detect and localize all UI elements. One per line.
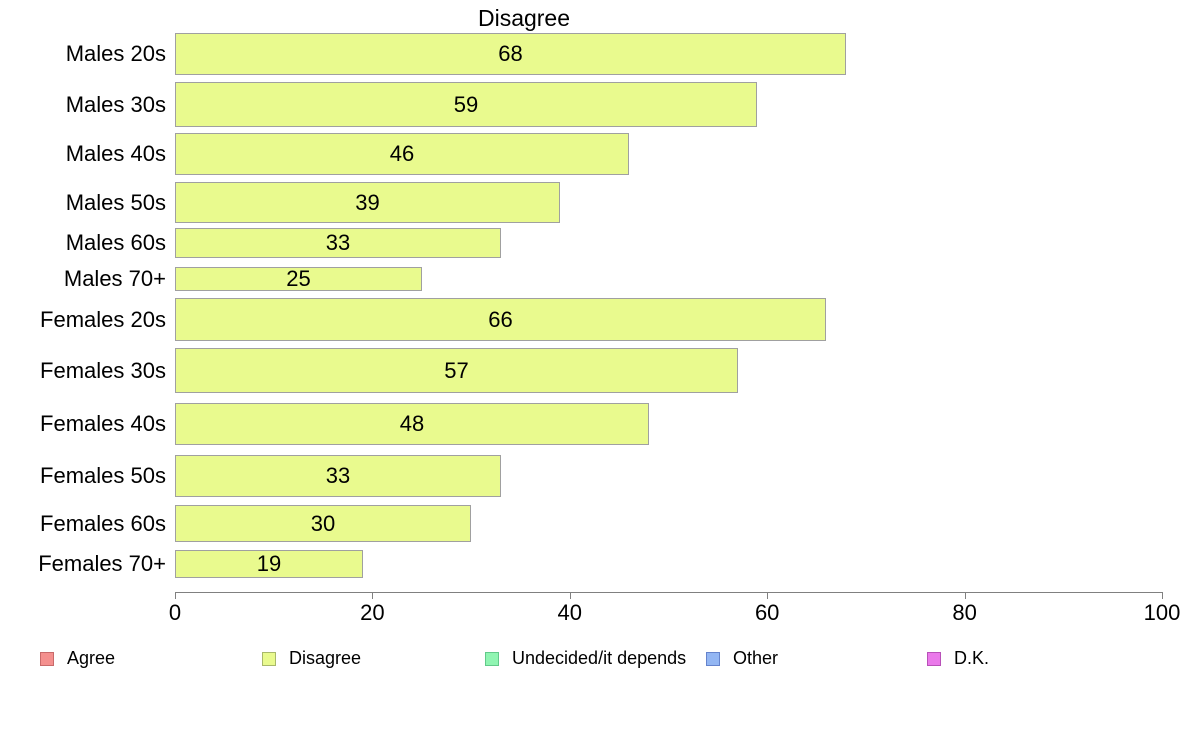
category-label-males-50s: Males 50s [65,190,166,215]
chart-title: Disagree [477,5,571,31]
bar-males-70: 25 [175,267,422,291]
x-axis-tick-label-80: 80 [952,600,977,625]
category-label-females-50s: Females 50s [40,463,166,488]
category-label-males-60s: Males 60s [65,230,166,255]
legend-label-other: Other [733,648,779,668]
bar-value-label-females-40s: 48 [399,411,425,436]
bar-value-label-females-70: 19 [256,551,282,576]
x-axis-tick-60 [767,592,769,599]
legend-swatch-d-k [927,651,941,666]
bar-males-50s: 39 [175,182,560,223]
bar-value-label-males-20s: 68 [498,41,523,66]
category-label-males-70: Males 70+ [63,266,166,291]
bar-females-70: 19 [175,550,363,578]
bar-males-40s: 46 [175,133,629,175]
bar-males-60s: 33 [175,228,501,258]
x-axis-line [175,592,1162,593]
legend-item-agree: Agree [40,648,115,669]
legend-swatch-agree [40,651,54,666]
x-axis-tick-80 [964,592,966,599]
x-axis-tick-0 [175,592,176,599]
bar-males-30s: 59 [175,82,757,127]
legend-item-other: Other [706,648,778,669]
bar-females-50s: 33 [175,455,501,497]
x-axis-tick-label-0: 0 [168,600,182,625]
bar-value-label-females-60s: 30 [310,510,336,536]
bar-value-label-females-50s: 33 [325,463,351,488]
legend-item-disagree: Disagree [262,648,361,669]
legend-item-d-k: D.K. [927,648,989,669]
x-axis-tick-label-100: 100 [1143,600,1181,625]
legend-swatch-other [706,651,720,666]
bar-females-40s: 48 [175,403,649,445]
category-label-females-60s: Females 60s [40,511,166,536]
x-axis-tick-40 [569,592,571,599]
legend-label-d-k: D.K. [954,648,990,668]
bar-value-label-males-50s: 39 [355,189,380,215]
bar-females-30s: 57 [175,348,738,393]
category-label-males-40s: Males 40s [65,141,166,166]
category-label-males-30s: Males 30s [65,92,166,117]
bar-value-label-males-70: 25 [286,266,311,291]
bar-value-label-males-40s: 46 [389,141,415,166]
x-axis-tick-label-60: 60 [754,600,780,625]
category-label-females-40s: Females 40s [40,411,166,436]
bar-value-label-males-60s: 33 [325,230,351,255]
category-label-females-20s: Females 20s [40,307,166,332]
category-label-females-70: Females 70+ [38,551,166,576]
x-axis-tick-label-40: 40 [557,600,583,625]
legend-swatch-undecided-it-depends [485,651,499,666]
bar-females-60s: 30 [175,505,471,542]
x-axis-tick-100 [1162,592,1163,599]
category-label-females-30s: Females 30s [40,358,166,383]
bar-value-label-females-20s: 66 [488,306,513,332]
legend-label-disagree: Disagree [289,648,362,668]
x-axis-tick-label-20: 20 [360,600,385,625]
legend-item-undecided-it-depends: Undecided/it depends [485,648,686,669]
category-label-males-20s: Males 20s [65,41,166,66]
bar-value-label-males-30s: 59 [453,91,479,117]
legend-label-undecided-it-depends: Undecided/it depends [512,648,687,668]
legend-swatch-disagree [262,651,276,666]
legend-label-agree: Agree [67,648,116,668]
bar-value-label-females-30s: 57 [444,357,469,383]
bar-males-20s: 68 [175,33,846,75]
x-axis-tick-20 [372,592,374,599]
bar-females-20s: 66 [175,298,826,341]
